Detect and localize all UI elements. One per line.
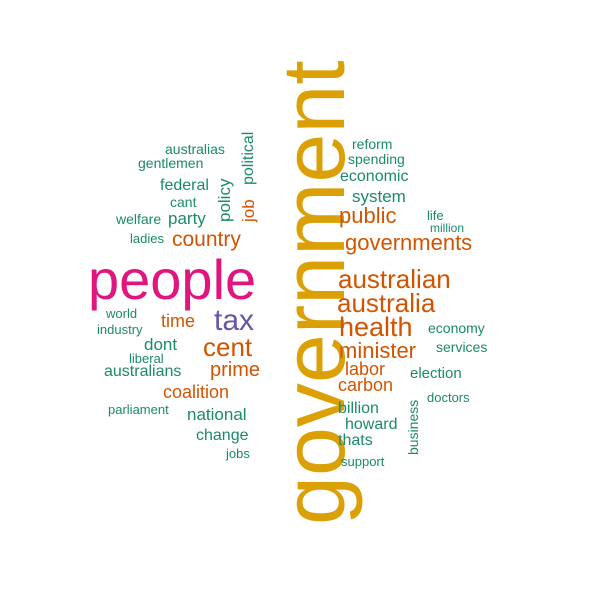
word-world: world xyxy=(106,306,138,321)
word-jobs: jobs xyxy=(226,446,250,461)
word-job: job xyxy=(239,199,258,222)
word-cant: cant xyxy=(170,194,197,210)
word-million: million xyxy=(430,221,465,235)
word-policy: policy xyxy=(215,178,234,222)
word-change: change xyxy=(196,427,249,444)
word-country: country xyxy=(172,228,241,251)
word-federal: federal xyxy=(160,177,209,194)
word-spending: spending xyxy=(348,151,405,167)
word-time: time xyxy=(161,311,196,331)
word-economy: economy xyxy=(428,320,485,336)
word-australian: australian xyxy=(338,264,451,294)
word-public: public xyxy=(339,203,397,228)
word-gentlemen: gentlemen xyxy=(138,155,204,171)
word-ladies: ladies xyxy=(130,231,164,246)
word-business: business xyxy=(405,399,421,455)
word-labor: labor xyxy=(345,359,386,379)
word-election: election xyxy=(410,365,462,382)
word-national: national xyxy=(187,405,247,424)
word-australias: australias xyxy=(165,141,225,157)
word-reform: reform xyxy=(352,136,393,152)
word-parliament: parliament xyxy=(108,402,169,417)
word-people: people xyxy=(88,248,257,311)
word-welfare: welfare xyxy=(116,211,162,227)
word-australia: australia xyxy=(337,288,436,318)
word-system: system xyxy=(352,187,406,206)
word-cent: cent xyxy=(203,332,253,362)
word-political: political xyxy=(240,131,257,185)
word-dont: dont xyxy=(144,335,178,354)
word-party: party xyxy=(168,209,206,228)
word-thats: thats xyxy=(338,432,373,449)
word-life: life xyxy=(427,208,444,223)
word-carbon: carbon xyxy=(338,375,394,395)
word-services: services xyxy=(436,339,488,355)
word-coalition: coalition xyxy=(163,382,230,402)
word-support: support xyxy=(341,454,385,469)
word-governments: governments xyxy=(345,230,473,255)
word-industry: industry xyxy=(97,322,143,337)
word-liberal: liberal xyxy=(129,351,164,366)
word-tax: tax xyxy=(214,304,255,337)
word-health: health xyxy=(339,312,413,342)
word-doctors: doctors xyxy=(427,390,470,405)
word-economic: economic xyxy=(340,168,409,185)
word-australians: australians xyxy=(104,363,182,380)
word-billion: billion xyxy=(338,400,379,417)
word-minister: minister xyxy=(339,338,417,363)
word-howard: howard xyxy=(345,416,398,433)
word-prime: prime xyxy=(210,359,261,381)
